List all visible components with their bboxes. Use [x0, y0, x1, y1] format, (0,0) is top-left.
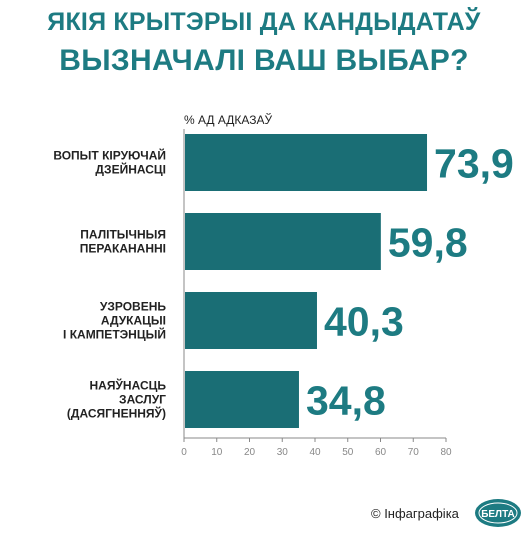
category-label: (ДАСЯГНЕННЯЎ)	[67, 406, 166, 421]
chart-title-line2: ВЫЗНАЧАЛІ ВАШ ВЫБАР?	[59, 44, 469, 77]
bar	[185, 213, 381, 270]
category-label: І КАМПЕТЭНЦЫЙ	[63, 327, 166, 342]
category-label: ЗАСЛУГ	[119, 393, 166, 407]
category-label: ПАЛІТЫЧНЫЯ	[80, 228, 166, 242]
x-tick-label: 20	[244, 447, 256, 458]
category-label: ПЕРАКАНАННІ	[80, 242, 166, 256]
category-label: ДЗЕЙНАСЦІ	[95, 162, 166, 177]
value-label: 59,8	[388, 220, 468, 266]
bar	[185, 371, 299, 428]
bar	[185, 134, 428, 191]
category-label: УЗРОВЕНЬ	[100, 300, 166, 314]
value-label: 40,3	[324, 299, 404, 345]
x-tick-label: 80	[440, 447, 452, 458]
category-label: НАЯЎНАСЦЬ	[89, 378, 166, 393]
logo-text: БЕЛТА	[481, 509, 515, 520]
x-tick-label: 40	[309, 447, 321, 458]
value-label: 73,9	[434, 141, 514, 187]
x-tick-label: 10	[211, 447, 223, 458]
axis-unit-label: % АД АДКАЗАЎ	[184, 112, 273, 127]
x-tick-label: 70	[408, 447, 420, 458]
x-tick-label: 60	[375, 447, 387, 458]
category-label: ВОПЫТ КІРУЮЧАЙ	[53, 148, 166, 163]
value-label: 34,8	[306, 378, 386, 424]
chart-title-line1: ЯКІЯ КРЫТЭРЫІ ДА КАНДЫДАТАЎ	[47, 8, 481, 36]
belta-logo: БЕЛТА	[475, 499, 521, 527]
x-tick-label: 30	[277, 447, 289, 458]
x-tick-label: 50	[342, 447, 354, 458]
x-tick-label: 0	[181, 447, 187, 458]
category-label: АДУКАЦЫІ	[101, 314, 166, 328]
bar	[185, 292, 317, 349]
copyright-footer: © Інфаграфіка	[371, 506, 459, 521]
